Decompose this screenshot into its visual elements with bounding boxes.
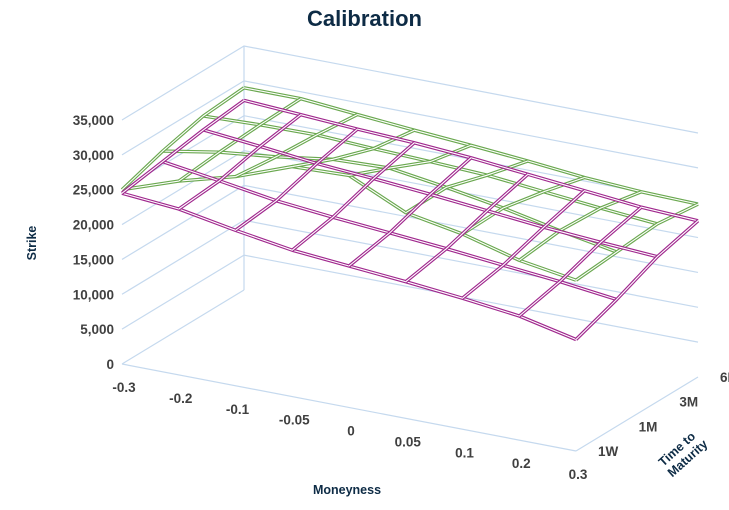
z-tick-label: 10,000 [73,287,114,302]
z-tick-label: 5,000 [80,322,114,337]
surface-1-column-line-inner [575,203,699,281]
x-tick-label: 0.05 [395,434,422,449]
x-tick-label: -0.3 [112,380,136,395]
surface-2-column-line-inner [575,220,699,340]
surface-2-column-line-inner [405,173,529,283]
tick-labels: 0 5,000 10,000 15,000 20,000 25,000 30,000 35,0… [73,113,729,482]
surface-2-column-line-inner [291,142,415,251]
x-tick-label: -0.1 [226,402,250,417]
surface-2-column-line-inner [121,99,245,194]
x-axis-title: Moneyness [313,483,381,497]
surface-1-column-line-inner [178,98,302,182]
surface-2-column-line-inner [348,157,472,267]
surfaces [120,86,700,342]
z-axis-title: Strike [25,226,39,261]
y-tick-label: 1M [639,419,658,434]
surface-1-column-line-inner [121,87,245,191]
z-gridline [121,45,699,134]
z-tick-label: 15,000 [73,252,114,267]
x-tick-label: 0.1 [455,445,474,460]
y-tick-label: 3M [679,395,698,410]
y-tick-label: 6M [720,370,729,385]
x-tick-label: 0.3 [569,467,588,482]
surface-2-column-line-inner [235,128,358,231]
z-tick-label: 35,000 [73,113,114,128]
z-tick-label: 20,000 [73,218,114,233]
floor-right-edge [575,376,699,452]
surface-2-column-line-inner [178,114,302,210]
z-tick-label: 30,000 [73,148,114,163]
x-tick-label: 0 [347,424,355,439]
y-tick-label: 1W [598,444,619,459]
x-tick-label: -0.2 [169,391,192,406]
z-tick-label: 0 [106,357,114,372]
floor-depth-edge [121,289,245,365]
x-tick-label: -0.05 [279,413,310,428]
gridlines [121,45,699,452]
y-axis-title: Time to Maturity [656,427,711,480]
z-tick-label: 25,000 [73,183,114,198]
chart-title: Calibration [307,6,422,31]
x-tick-label: 0.2 [512,456,531,471]
surface-2-column-line-inner [518,206,642,317]
surface-2-column-line-inner [462,190,585,299]
floor-front-edge [121,363,577,452]
